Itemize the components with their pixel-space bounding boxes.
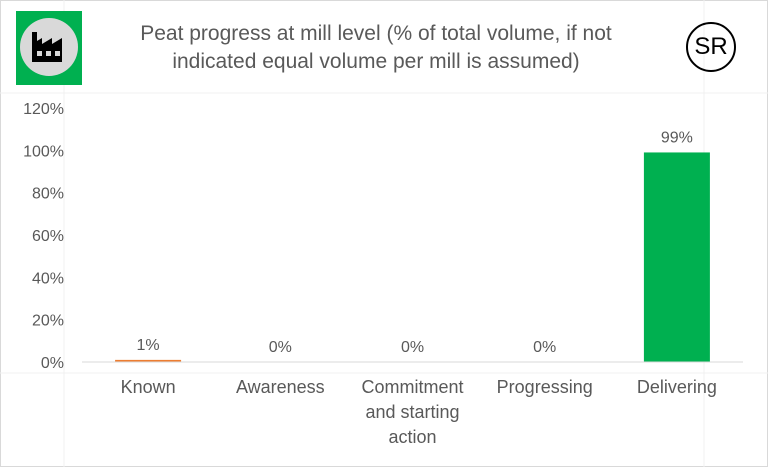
data-label: 0% [269,339,292,356]
sr-badge: SR [686,22,736,72]
logo-circle [20,18,78,76]
y-tick-label: 120% [23,101,64,118]
data-label: 0% [533,339,556,356]
factory-icon [32,32,62,62]
chart-title: Peat progress at mill level (% of total … [96,20,656,76]
y-tick-label: 100% [23,143,64,160]
x-category-label: Awareness [236,377,325,397]
x-category-label: Commitment [361,377,463,397]
data-label: 99% [661,129,693,146]
y-tick-label: 0% [41,355,64,372]
y-tick-label: 60% [32,228,64,245]
x-category-label: action [388,427,436,447]
x-category-label: Known [121,377,176,397]
x-category-label: Delivering [637,377,717,397]
x-category-label: and starting [365,402,459,422]
y-tick-label: 40% [32,270,64,287]
chart-title-line-2: indicated equal volume per mill is assum… [172,50,580,73]
data-label: 0% [401,339,424,356]
chart-title-line-1: Peat progress at mill level (% of total … [140,22,612,45]
logo-badge [16,11,82,85]
data-label: 1% [137,337,160,354]
y-tick-label: 20% [32,313,64,330]
x-category-label: Progressing [497,377,593,397]
bar [643,152,710,362]
y-tick-label: 80% [32,186,64,203]
bar [115,359,182,362]
